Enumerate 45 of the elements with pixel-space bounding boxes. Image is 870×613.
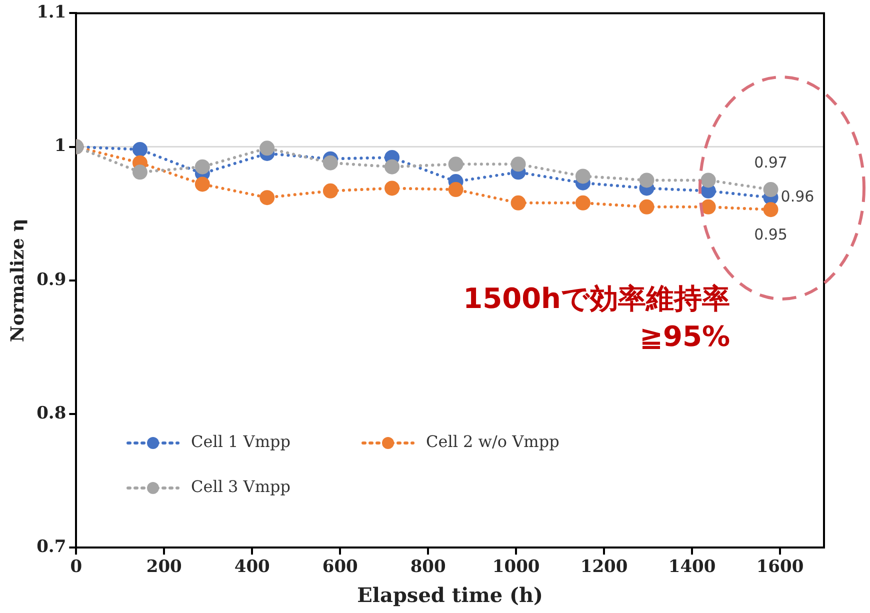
point	[260, 140, 275, 156]
point	[132, 164, 148, 180]
legend-label: Cell 2 w/o Vmpp	[426, 432, 560, 451]
point	[575, 195, 590, 210]
x-tick-label: 200	[146, 557, 182, 578]
x-tick-label: 1400	[668, 557, 716, 578]
y-tick-label: 0.8	[36, 403, 66, 424]
x-tick-label: 1600	[756, 557, 804, 578]
point	[510, 156, 526, 172]
point	[448, 156, 464, 172]
x-tick-label: 1000	[492, 557, 540, 578]
legend-label: Cell 3 Vmpp	[191, 477, 291, 496]
point	[639, 172, 654, 188]
point	[700, 172, 716, 188]
point	[700, 199, 716, 214]
y-axis-title: Normalize η	[7, 218, 28, 342]
data-label: 0.96	[780, 187, 814, 206]
legend-label: Cell 1 Vmpp	[191, 432, 291, 451]
point	[194, 176, 210, 192]
point	[384, 180, 400, 196]
data-label: 0.97	[754, 153, 788, 172]
x-tick-label: 1200	[580, 557, 628, 578]
x-tick-label: 400	[234, 557, 270, 578]
y-tick-label: 0.9	[36, 270, 66, 290]
point	[322, 155, 338, 170]
x-tick-label: 800	[410, 557, 446, 578]
point	[132, 142, 148, 157]
y-tick-label: 1	[54, 136, 66, 156]
point	[510, 195, 526, 210]
y-tick-label: 1.1	[36, 2, 66, 23]
point	[575, 168, 590, 184]
x-tick-label: 0	[70, 557, 82, 578]
data-label: 0.95	[754, 225, 788, 244]
point	[763, 202, 778, 218]
point	[260, 190, 275, 206]
x-axis-title: Elapsed time (h)	[357, 583, 544, 608]
y-tick-label: 0.7	[36, 537, 66, 558]
point	[194, 159, 210, 174]
point	[384, 159, 400, 174]
point	[322, 183, 338, 198]
point	[763, 182, 778, 198]
x-tick-label: 600	[322, 557, 358, 578]
annotation: 1500hで効率維持率 ≧95%	[463, 281, 730, 355]
point	[448, 182, 464, 198]
point	[639, 199, 654, 214]
